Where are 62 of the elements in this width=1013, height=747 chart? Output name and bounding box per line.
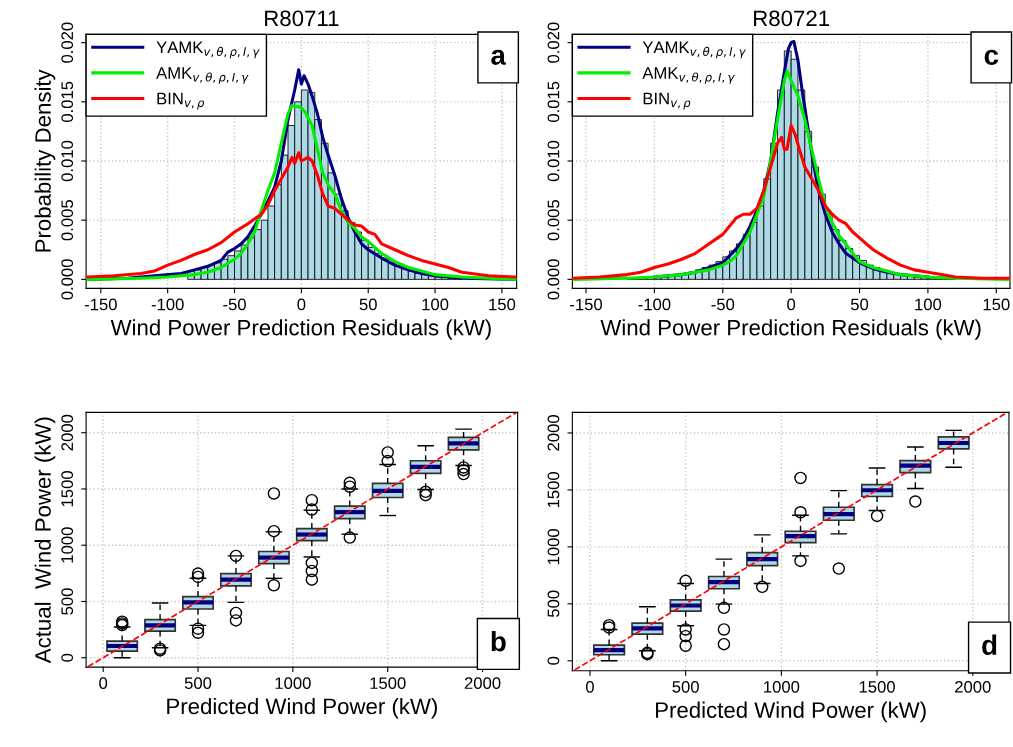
x-tick-label: 1000	[764, 680, 800, 693]
y-tick-label: 0	[61, 653, 74, 662]
x-tick-label: -50	[711, 298, 735, 311]
y-tick-label: 1500	[61, 471, 74, 507]
annotation: c	[984, 49, 999, 65]
x-tick-label: 0	[297, 298, 306, 311]
y-tick-label: 0.005	[547, 200, 560, 241]
x-axis-title: Predicted Wind Power (kW)	[656, 701, 926, 723]
x-tick-label: 0	[585, 680, 594, 693]
annotation: d	[982, 634, 997, 655]
x-axis-title: Predicted Wind Power (kW)	[167, 697, 437, 719]
x-tick-label: 150	[489, 298, 516, 311]
legend-label: BIN$_{v,ρ}$	[157, 92, 205, 110]
y-tick-label: 0.020	[61, 22, 74, 63]
y-tick-label: 1000	[547, 528, 560, 565]
x-tick-label: 500	[672, 680, 699, 693]
y-axis-title: Probability Density	[34, 69, 56, 252]
x-tick-label: -150	[84, 298, 117, 311]
x-tick-label: 50	[850, 298, 869, 311]
annotation: b	[491, 630, 506, 652]
x-tick-label: -150	[570, 298, 603, 311]
y-tick-label: 0.020	[547, 22, 560, 63]
x-tick-label: 2000	[464, 677, 501, 690]
x-tick-label: 0	[787, 298, 796, 311]
y-tick-label: 1500	[547, 472, 560, 508]
y-tick-label: 500	[61, 588, 74, 615]
x-axis-title: Wind Power Prediction Residuals (kW)	[110, 319, 491, 340]
y-tick-label: 0	[547, 656, 560, 665]
x-tick-label: 150	[983, 298, 1010, 311]
x-tick-label: -100	[638, 298, 671, 311]
y-tick-label: 0.000	[61, 259, 74, 300]
y-tick-label: 0.010	[61, 140, 74, 182]
annotation: a	[491, 49, 507, 65]
y-tick-label: 0.005	[61, 200, 74, 241]
x-tick-label: 50	[359, 298, 377, 311]
x-tick-label: 100	[915, 298, 942, 311]
y-tick-label: 0.000	[547, 259, 560, 300]
y-tick-label: 2000	[61, 414, 74, 451]
y-tick-label: 1000	[61, 527, 74, 563]
y-tick-label: 2000	[547, 415, 560, 451]
y-tick-label: 500	[547, 590, 560, 618]
x-tick-label: 1500	[859, 680, 895, 693]
x-tick-label: -100	[151, 298, 184, 311]
x-tick-label: -50	[223, 298, 246, 311]
legend-label: BIN$_{v,ρ}$	[643, 92, 691, 110]
legend-label: YAMK$_{v,θ,ρ,I,γ}$	[642, 41, 746, 59]
x-tick-label: 100	[422, 298, 449, 311]
x-tick-label: 2000	[955, 680, 991, 693]
legend-label: AMK$_{v,θ,ρ,I,γ}$	[156, 67, 249, 84]
chart-title: R80721	[754, 10, 829, 27]
y-tick-label: 0.015	[61, 81, 74, 123]
x-tick-label: 0	[99, 677, 108, 690]
legend-label: YAMK$_{v,θ,ρ,I,γ}$	[156, 41, 260, 59]
y-axis-title: Actual Wind Power (kW)	[34, 417, 56, 664]
x-tick-label: 1500	[370, 677, 406, 690]
legend-label: AMK$_{v,θ,ρ,I,γ}$	[642, 67, 735, 84]
x-tick-label: 1000	[275, 677, 311, 690]
chart-title: R80711	[265, 10, 339, 27]
x-tick-label: 500	[184, 677, 212, 690]
x-axis-title: Wind Power Prediction Residuals (kW)	[600, 319, 981, 340]
y-tick-label: 0.015	[547, 81, 560, 123]
y-tick-label: 0.010	[547, 140, 560, 182]
